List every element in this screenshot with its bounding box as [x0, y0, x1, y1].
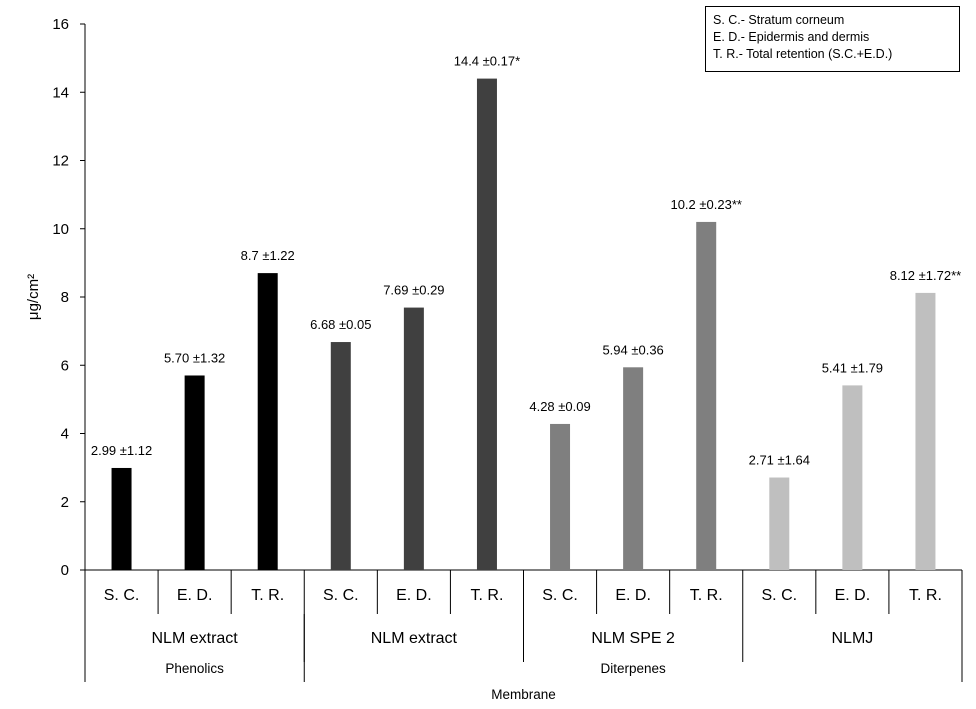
bar	[403, 307, 424, 570]
x-axis-title: Membrane	[491, 687, 556, 702]
bar-value-label: 7.69 ±0.29	[383, 283, 444, 298]
y-tick-label: 16	[52, 16, 69, 33]
category-label: T. R.	[690, 587, 723, 604]
y-tick-label: 10	[52, 221, 69, 238]
y-tick-label: 0	[61, 562, 69, 579]
group-label: NLM extract	[371, 630, 458, 647]
category-label: E. D.	[835, 587, 871, 604]
group-label: NLM extract	[152, 630, 239, 647]
category-label: T. R.	[251, 587, 284, 604]
supergroup-label: Diterpenes	[600, 661, 666, 676]
category-label: T. R.	[471, 587, 504, 604]
bar	[476, 78, 497, 570]
category-label: T. R.	[909, 587, 942, 604]
category-label: S. C.	[104, 587, 140, 604]
legend-note-ed: E. D.- Epidermis and dermis	[713, 30, 870, 44]
bar-value-label: 2.99 ±1.12	[91, 443, 152, 458]
bar-value-label: 8.7 ±1.22	[241, 248, 295, 263]
bar	[769, 477, 790, 570]
category-label: E. D.	[615, 587, 651, 604]
bar	[550, 423, 571, 570]
y-tick-label: 2	[61, 494, 69, 511]
bar-value-label: 10.2 ±0.23**	[670, 197, 741, 212]
legend-note-sc: S. C.- Stratum corneum	[713, 13, 845, 27]
bar	[623, 367, 644, 570]
bar	[184, 375, 205, 570]
group-label: NLMJ	[831, 630, 873, 647]
bar	[842, 385, 863, 570]
bar-value-label: 5.70 ±1.32	[164, 350, 225, 365]
bar-value-label: 2.71 ±1.64	[749, 453, 810, 468]
bar-value-label: 6.68 ±0.05	[310, 317, 371, 332]
bar	[111, 467, 132, 570]
y-tick-label: 14	[52, 84, 69, 101]
category-label: S. C.	[762, 587, 798, 604]
category-label: E. D.	[177, 587, 213, 604]
y-tick-label: 6	[61, 357, 69, 374]
category-label: S. C.	[323, 587, 359, 604]
y-tick-label: 8	[61, 289, 69, 306]
legend-box: S. C.- Stratum corneum E. D.- Epidermis …	[705, 6, 960, 72]
bar	[330, 342, 351, 570]
y-tick-label: 12	[52, 153, 69, 170]
y-axis-title: μg/cm²	[25, 274, 42, 320]
category-label: E. D.	[396, 587, 432, 604]
bar	[696, 221, 717, 571]
bar	[915, 292, 936, 570]
group-label: NLM SPE 2	[591, 630, 675, 647]
legend-note-tr: T. R.- Total retention (S.C.+E.D.)	[713, 47, 893, 61]
bar-value-label: 5.41 ±1.79	[822, 360, 883, 375]
bar-value-label: 4.28 ±0.09	[529, 399, 590, 414]
y-tick-label: 4	[61, 426, 69, 443]
bar-value-label: 14.4 ±0.17*	[454, 54, 520, 69]
bar	[257, 273, 278, 570]
bar-value-label: 5.94 ±0.36	[602, 342, 663, 357]
category-label: S. C.	[542, 587, 578, 604]
bar-value-label: 8.12 ±1.72**	[890, 268, 961, 283]
supergroup-label: Phenolics	[165, 661, 224, 676]
